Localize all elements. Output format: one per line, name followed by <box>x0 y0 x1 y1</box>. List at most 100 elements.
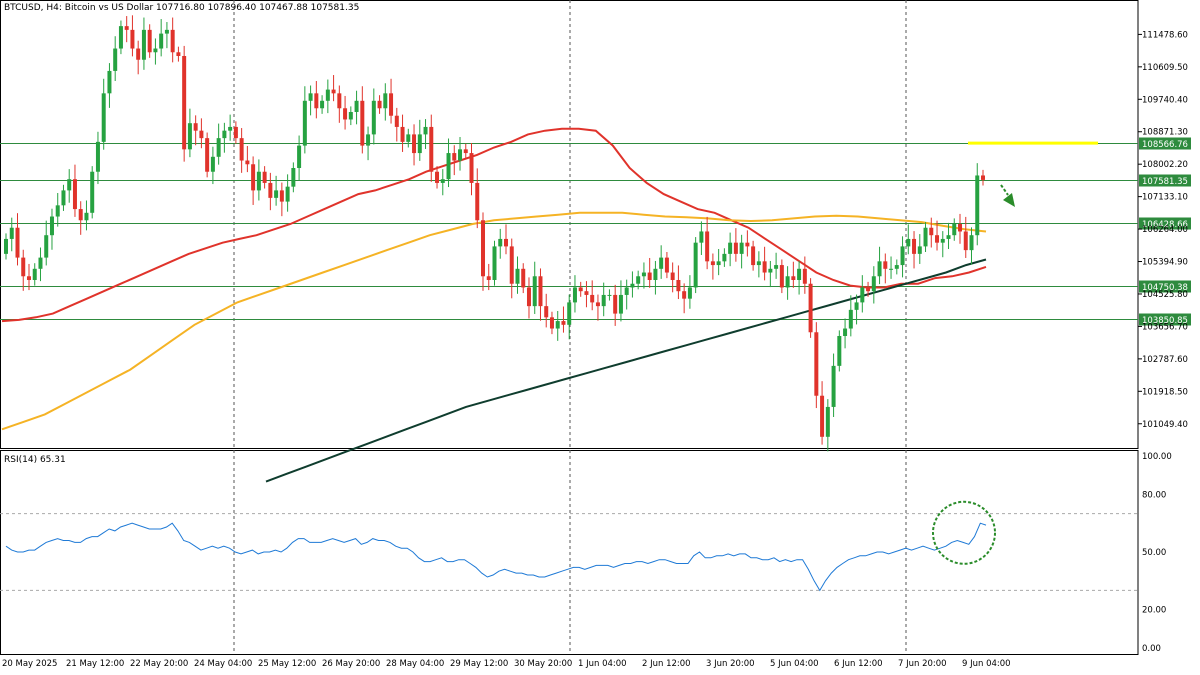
candle-body <box>210 156 215 172</box>
candle-body <box>952 224 957 236</box>
candle-body <box>969 235 974 251</box>
price-tick-label-3: 108871.30 <box>1142 128 1188 138</box>
candle-body <box>595 302 600 307</box>
candle-body <box>636 276 641 284</box>
candle-body <box>894 265 899 269</box>
time-tick-label-15: 9 Jun 04:00 <box>962 659 1011 669</box>
candle-body <box>854 302 859 310</box>
candle-body <box>492 246 497 280</box>
candle-body <box>981 175 985 180</box>
candle-body <box>676 280 681 292</box>
candle-body <box>78 209 83 221</box>
candle-body <box>113 48 118 71</box>
candle-body <box>710 261 715 266</box>
candle-body <box>193 123 198 131</box>
candle-body <box>435 171 440 183</box>
candle-body <box>331 89 336 94</box>
candle-body <box>32 268 37 280</box>
candle-body <box>607 294 612 296</box>
candle-body <box>693 242 698 288</box>
time-tick-label-1: 21 May 12:00 <box>66 659 124 669</box>
candle-body <box>728 242 733 254</box>
candle-body <box>412 134 417 154</box>
candle-body <box>61 190 66 206</box>
time-tick-label-12: 5 Jun 04:00 <box>770 659 819 669</box>
candle-body <box>866 287 871 292</box>
level-label-3: 104750.38 <box>1142 283 1188 293</box>
candle-body <box>762 261 767 273</box>
candle-body <box>15 227 20 258</box>
rsi-tick-label-1: 80.00 <box>1142 490 1166 500</box>
candle-body <box>584 291 589 295</box>
candle-body <box>601 294 606 307</box>
level-label-0: 108566.76 <box>1142 140 1188 150</box>
price-tick-label-5: 107133.10 <box>1142 193 1188 203</box>
candle-body <box>314 93 319 109</box>
arrow-shaft <box>1000 184 1009 196</box>
candle-body <box>923 227 928 247</box>
price-axis: 111478.60 110609.50 109740.40 108871.30 1080… <box>2 30 1188 669</box>
price-tick-label-0: 111478.60 <box>1142 30 1188 40</box>
candle-body <box>297 145 302 168</box>
candle-body <box>664 257 669 273</box>
candle-body <box>182 56 187 150</box>
candle-body <box>843 328 848 336</box>
candle-body <box>354 100 359 112</box>
candle-body <box>561 321 566 325</box>
candle-body <box>940 238 945 243</box>
time-tick-label-3: 24 May 04:00 <box>194 659 252 669</box>
price-tick-label-12: 101049.40 <box>1142 420 1188 430</box>
candle-body <box>917 246 922 254</box>
candle-body <box>883 261 888 269</box>
candle-body <box>90 171 95 213</box>
candle-body <box>4 238 8 254</box>
candle-body <box>498 238 503 247</box>
time-tick-label-11: 3 Jun 20:00 <box>706 659 755 669</box>
level-label-4: 103850.85 <box>1142 316 1188 326</box>
candle-body <box>503 238 508 247</box>
rsi-panel-border <box>0 450 1139 655</box>
candle-body <box>802 268 807 284</box>
time-tick-label-7: 29 May 12:00 <box>450 659 508 669</box>
candle-body <box>929 227 934 236</box>
candle-body <box>572 287 577 303</box>
main-panel-border <box>0 0 1139 449</box>
candle-body <box>72 179 77 210</box>
candle-body <box>9 227 14 239</box>
candle-body <box>320 100 325 109</box>
candle-body <box>774 265 779 269</box>
candle-body <box>682 291 687 299</box>
candle-body <box>446 153 451 180</box>
candle-body <box>245 160 250 165</box>
candle-body <box>791 276 796 280</box>
rsi-tick-label-0: 100.00 <box>1142 452 1172 462</box>
candle-body <box>84 212 89 221</box>
symbol-ohlc-header: BTCUSD, H4: Bitcoin vs US Dollar 107716.… <box>4 3 360 13</box>
candle-body <box>130 29 135 49</box>
candle-body <box>67 179 72 191</box>
candle-body <box>251 164 256 191</box>
candle-body <box>141 29 146 60</box>
candle-body <box>699 231 704 243</box>
candle-body <box>228 126 233 131</box>
candle-body <box>860 287 865 303</box>
price-tick-label-11: 101918.50 <box>1142 387 1188 397</box>
candle-body <box>481 220 486 277</box>
candle-body <box>808 283 813 333</box>
time-tick-label-13: 6 Jun 12:00 <box>834 659 883 669</box>
candle-body <box>912 238 917 254</box>
candle-body <box>521 268 526 288</box>
candle-body <box>371 100 376 135</box>
candle-body <box>659 257 664 269</box>
candle-body <box>429 126 434 172</box>
candle-body <box>383 93 388 109</box>
time-tick-label-5: 26 May 20:00 <box>322 659 380 669</box>
candle-body <box>705 231 710 262</box>
moving-average-line-1 <box>1 211 987 431</box>
candle-body <box>509 246 514 284</box>
candle-body <box>877 261 882 277</box>
candle-body <box>406 134 411 142</box>
candle-body <box>837 336 842 366</box>
price-tick-label-2: 109740.40 <box>1142 95 1188 105</box>
